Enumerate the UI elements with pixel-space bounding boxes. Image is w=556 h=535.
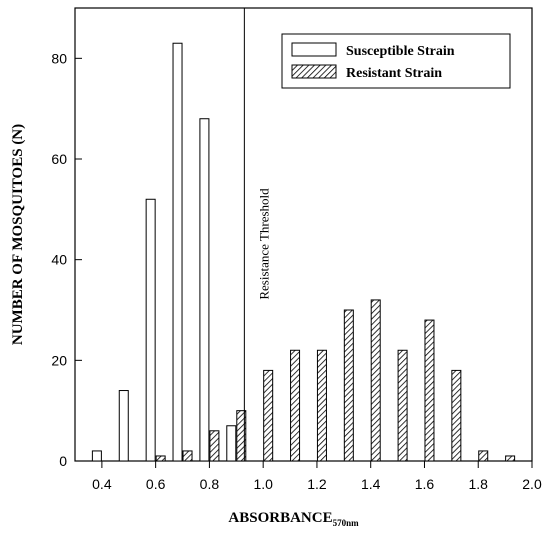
x-axis-title: ABSORBANCE570nm [228,510,359,528]
y-tick-label: 0 [59,453,67,469]
bar-resistant [424,319,435,462]
y-tick-label: 20 [51,352,67,368]
bar-susceptible [226,425,237,462]
bar-resistant [263,369,274,462]
bar-susceptible [118,390,129,462]
legend-swatch-resistant [291,64,337,79]
bar-resistant [397,349,408,462]
x-tick-label: 1.4 [361,476,381,492]
bar-susceptible [199,118,210,462]
x-tick-label: 1.8 [469,476,489,492]
y-tick-label: 80 [51,50,67,66]
x-tick-label: 0.6 [146,476,166,492]
legend: Susceptible Strain Resistant Strain [281,33,511,89]
x-tick-label: 1.6 [415,476,435,492]
x-axis-title-main: ABSORBANCE [228,510,332,526]
bar-resistant [451,369,462,462]
plot-frame [74,7,533,462]
resistance-threshold-label: Resistance Threshold [256,188,271,300]
bar-resistant [236,410,247,462]
y-axis-title: NUMBER OF MOSQUITOES (N) [10,124,26,345]
x-tick-label: 0.8 [200,476,220,492]
legend-label-susceptible: Susceptible Strain [346,44,455,59]
y-tick-label: 60 [51,151,67,167]
bar-resistant [155,455,166,462]
y-axis-ticks: 0 20 40 60 80 [51,50,82,469]
bar-resistant [505,455,516,462]
x-tick-label: 1.0 [253,476,273,492]
bar-susceptible [91,450,102,462]
bars-group [91,42,516,462]
bar-resistant [209,430,220,462]
x-tick-label: 0.4 [92,476,112,492]
bar-resistant [370,299,381,462]
x-axis-ticks: 0.4 0.6 0.8 1.0 1.2 1.4 1.6 1.8 2.0 [92,461,542,492]
legend-label-resistant: Resistant Strain [346,66,442,81]
bar-resistant [182,450,193,462]
x-tick-label: 2.0 [522,476,542,492]
x-axis-title-subscript: 570nm [333,518,360,528]
y-tick-label: 40 [51,252,67,268]
bar-resistant [290,349,301,462]
bar-resistant [343,309,354,462]
bar-susceptible [172,42,183,462]
bar-susceptible [145,198,156,462]
bar-resistant [316,349,327,462]
x-tick-label: 1.2 [307,476,327,492]
legend-swatch-susceptible [291,42,337,57]
bar-resistant [478,450,489,462]
